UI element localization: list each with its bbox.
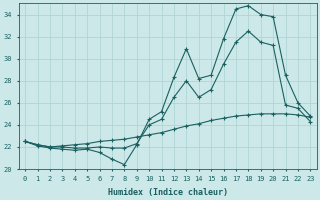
X-axis label: Humidex (Indice chaleur): Humidex (Indice chaleur): [108, 188, 228, 197]
